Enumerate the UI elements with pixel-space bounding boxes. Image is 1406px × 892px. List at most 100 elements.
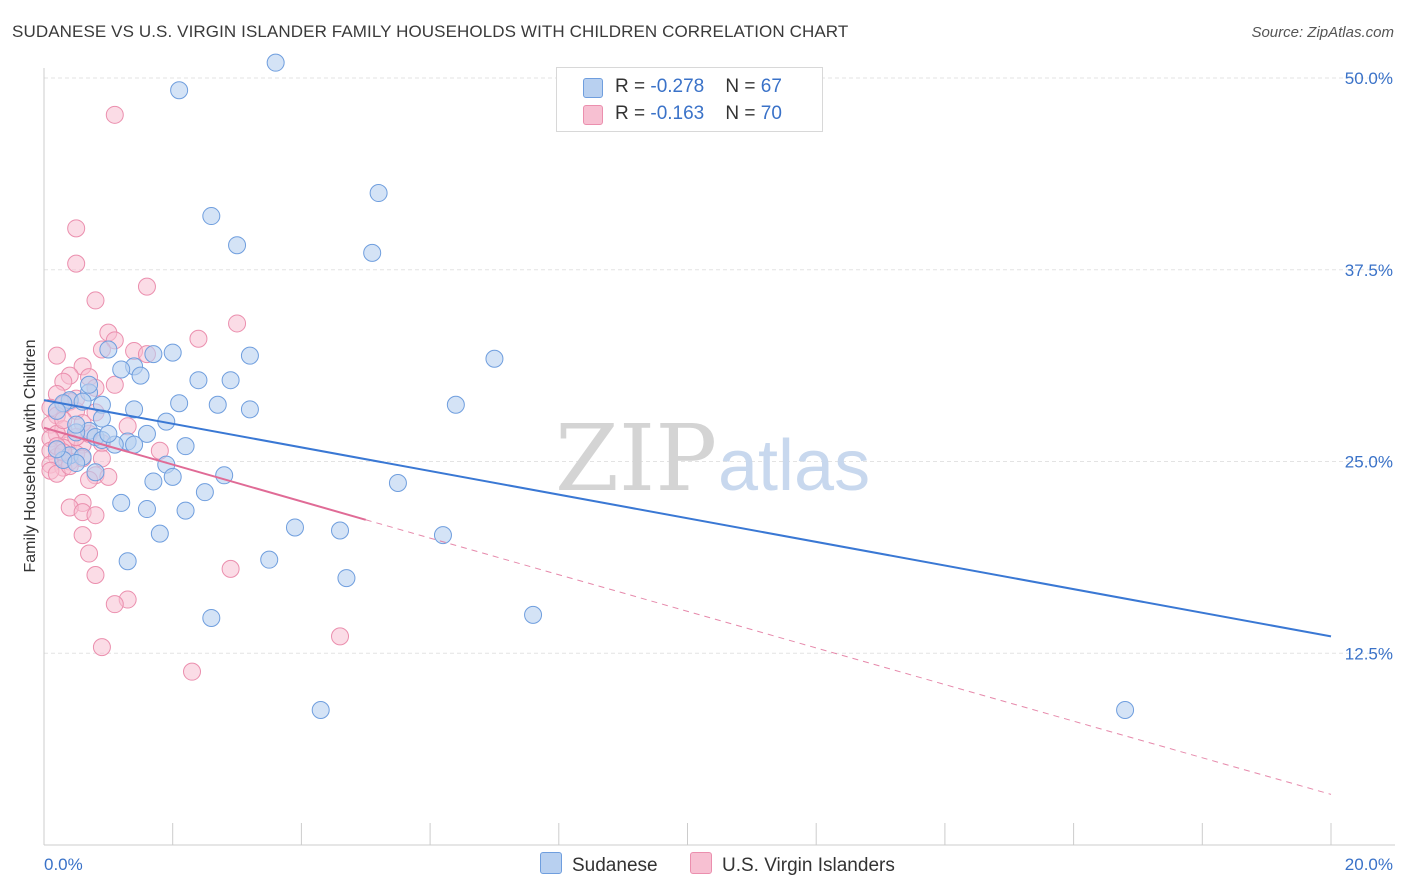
data-point-virgin-islanders bbox=[189, 329, 208, 348]
data-point-sudanese bbox=[112, 360, 131, 379]
chart-title: SUDANESE VS U.S. VIRGIN ISLANDER FAMILY … bbox=[12, 22, 849, 41]
source-label: Source: ZipAtlas.com bbox=[1251, 24, 1394, 41]
bottom-legend-swatch-pink bbox=[690, 852, 712, 874]
tick-labels: 50.0% 37.5% 25.0% 12.5% 0.0% 20.0% bbox=[44, 69, 1393, 874]
x-tick-label: 20.0% bbox=[1345, 855, 1393, 874]
legend-n-value: 70 bbox=[760, 103, 782, 124]
data-point-sudanese bbox=[202, 608, 221, 627]
data-point-virgin-islanders bbox=[105, 105, 124, 124]
data-point-sudanese bbox=[67, 454, 86, 473]
data-point-virgin-islanders bbox=[86, 291, 105, 310]
data-point-virgin-islanders bbox=[105, 375, 124, 394]
data-point-sudanese bbox=[240, 346, 259, 365]
bottom-legend-swatch-blue bbox=[540, 852, 562, 874]
legend-n-label: N = bbox=[725, 76, 761, 97]
data-point-sudanese bbox=[195, 483, 214, 502]
data-point-sudanese bbox=[144, 472, 163, 491]
data-point-virgin-islanders bbox=[331, 627, 350, 646]
x-tick-label: 0.0% bbox=[44, 855, 83, 874]
data-point-sudanese bbox=[202, 207, 221, 226]
y-tick-label: 37.5% bbox=[1345, 261, 1393, 280]
data-point-sudanese bbox=[137, 424, 156, 443]
data-point-sudanese bbox=[1116, 701, 1135, 720]
data-point-virgin-islanders bbox=[183, 662, 202, 681]
legend-box: R = -0.278 N = 67 R = -0.163 N = 70 bbox=[556, 67, 823, 132]
bottom-legend-sudanese: Sudanese bbox=[540, 852, 658, 877]
data-point-sudanese bbox=[260, 550, 279, 569]
watermark-atlas: atlas bbox=[718, 426, 870, 506]
data-point-sudanese bbox=[221, 371, 240, 390]
data-point-sudanese bbox=[131, 366, 150, 385]
data-point-sudanese bbox=[125, 400, 144, 419]
data-point-sudanese bbox=[176, 437, 195, 456]
data-point-sudanese bbox=[125, 435, 144, 454]
data-point-sudanese bbox=[176, 501, 195, 520]
data-point-sudanese bbox=[266, 53, 285, 72]
data-point-virgin-islanders bbox=[105, 595, 124, 614]
data-point-sudanese bbox=[118, 552, 137, 571]
data-point-sudanese bbox=[150, 524, 169, 543]
data-point-sudanese bbox=[137, 500, 156, 519]
y-axis-label: Family Households with Children bbox=[22, 340, 39, 573]
data-point-sudanese bbox=[67, 415, 86, 434]
data-point-sudanese bbox=[446, 395, 465, 414]
data-point-sudanese bbox=[86, 463, 105, 482]
trend-line-sudanese bbox=[43, 399, 1332, 638]
data-point-virgin-islanders bbox=[73, 526, 92, 545]
data-point-virgin-islanders bbox=[67, 219, 86, 238]
sudanese-points bbox=[47, 53, 1135, 720]
watermark-zip: ZIP bbox=[555, 405, 717, 512]
data-point-sudanese bbox=[240, 400, 259, 419]
data-point-virgin-islanders bbox=[228, 314, 247, 333]
data-point-virgin-islanders bbox=[137, 277, 156, 296]
data-point-sudanese bbox=[144, 345, 163, 364]
trend-lines bbox=[43, 399, 1332, 795]
y-tick-label: 12.5% bbox=[1345, 644, 1393, 663]
bottom-legend-label: U.S. Virgin Islanders bbox=[722, 855, 895, 876]
legend-n-value: 67 bbox=[760, 76, 782, 97]
bottom-legend-label: Sudanese bbox=[572, 855, 658, 876]
data-point-virgin-islanders bbox=[80, 544, 99, 563]
data-point-sudanese bbox=[388, 473, 407, 492]
data-point-sudanese bbox=[331, 521, 350, 540]
data-point-virgin-islanders bbox=[47, 346, 66, 365]
data-point-sudanese bbox=[170, 394, 189, 413]
data-point-sudanese bbox=[524, 605, 543, 624]
data-point-sudanese bbox=[112, 493, 131, 512]
legend-r-label: R = bbox=[615, 103, 651, 124]
legend-r-value: -0.278 bbox=[650, 76, 705, 97]
legend-n-label: N = bbox=[725, 103, 761, 124]
data-point-virgin-islanders bbox=[86, 506, 105, 525]
data-point-virgin-islanders bbox=[221, 559, 240, 578]
y-tick-label: 25.0% bbox=[1345, 453, 1393, 472]
y-tick-label: 50.0% bbox=[1345, 69, 1393, 88]
gridlines bbox=[44, 77, 1395, 654]
data-point-sudanese bbox=[369, 184, 388, 203]
data-point-sudanese bbox=[99, 340, 118, 359]
data-point-sudanese bbox=[433, 526, 452, 545]
legend-r-value: -0.163 bbox=[650, 103, 705, 124]
legend-swatch-blue bbox=[583, 78, 603, 98]
data-point-sudanese bbox=[47, 440, 66, 459]
data-point-sudanese bbox=[163, 343, 182, 362]
data-point-sudanese bbox=[80, 375, 99, 394]
data-point-sudanese bbox=[189, 371, 208, 390]
data-point-sudanese bbox=[485, 349, 504, 368]
trend-line-virgin-islanders-extrapolated bbox=[365, 519, 1332, 795]
data-point-sudanese bbox=[208, 395, 227, 414]
data-point-sudanese bbox=[163, 467, 182, 486]
data-point-sudanese bbox=[228, 236, 247, 255]
data-point-virgin-islanders bbox=[67, 254, 86, 273]
trend-line-virgin-islanders bbox=[43, 426, 367, 521]
bottom-legend-virgin-islanders: U.S. Virgin Islanders bbox=[690, 852, 895, 877]
data-point-virgin-islanders bbox=[86, 566, 105, 585]
data-point-sudanese bbox=[47, 401, 66, 420]
data-point-sudanese bbox=[311, 701, 330, 720]
data-point-sudanese bbox=[170, 81, 189, 100]
data-point-virgin-islanders bbox=[92, 638, 111, 657]
legend-swatch-pink bbox=[583, 105, 603, 125]
data-point-sudanese bbox=[285, 518, 304, 537]
data-point-sudanese bbox=[363, 243, 382, 262]
data-point-sudanese bbox=[99, 424, 118, 443]
